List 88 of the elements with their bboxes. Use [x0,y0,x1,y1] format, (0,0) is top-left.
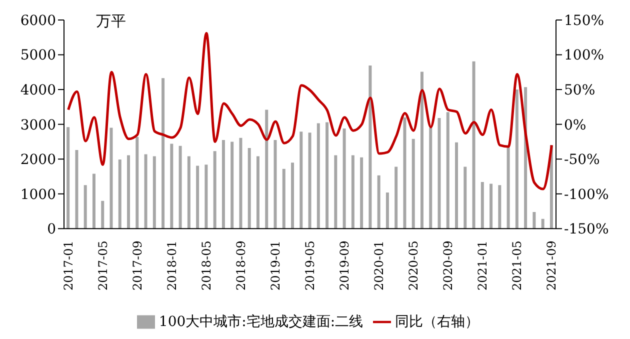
bar [438,118,441,229]
bar [420,72,424,229]
bar [204,164,208,229]
bar [464,166,467,229]
y-tick-label: 3000 [20,117,56,134]
y-tick-label: 4000 [20,82,56,99]
y2-tick-label: -100% [564,186,609,203]
bar [316,123,320,229]
bar [282,168,286,229]
bar [351,155,354,229]
bar [92,174,96,229]
bar [136,136,139,229]
bar [222,140,225,229]
bar [455,142,458,229]
bar [118,159,122,229]
bar [144,154,148,229]
bar [342,128,346,229]
bar [377,175,380,229]
annotation: 万平 [96,12,126,31]
bar [127,155,130,229]
bar [429,128,432,229]
y2-tick-label: 0% [564,117,586,134]
x-tick-label: 2017-05 [96,240,110,291]
x-tick-label: 2019-05 [303,240,317,291]
bar [110,128,113,229]
bar [239,138,242,229]
y-tick-label: 6000 [20,12,56,29]
bar [515,90,518,229]
y-tick-label: 5000 [20,48,56,64]
y2-tick-label: 100% [564,48,604,64]
x-tick-label: 2021-05 [510,240,524,291]
x-tick-label: 2018-05 [199,240,214,291]
x-tick-label: 2017-01 [61,240,76,291]
bar [196,166,200,229]
legend-label: 100大中城市:宅地成交建面:二线 [158,314,364,330]
bar [178,146,182,229]
bar [368,66,372,229]
bar [75,150,78,229]
y-tick-label: 1000 [20,186,56,203]
bar [326,122,329,229]
bar [300,132,303,229]
legend-label: 同比（右轴） [395,314,480,330]
bar [213,151,216,229]
y2-tick-label: -150% [564,222,609,238]
bar [386,192,389,229]
bar [162,78,165,229]
line-series [67,32,553,190]
bar [66,127,70,229]
y-tick-label: 2000 [20,152,56,168]
bar [472,61,476,229]
bar [532,212,536,229]
x-tick-label: 2019-01 [268,240,282,291]
bar [490,184,493,229]
bar [265,110,268,229]
bar [541,218,544,229]
bar [446,112,450,229]
y2-tick-label: -50% [564,152,600,168]
x-tick-label: 2018-01 [164,240,179,291]
x-tick-label: 2020-01 [372,240,386,291]
bar [394,166,398,229]
y2-tick-label: 50% [564,82,596,99]
bar [412,138,415,229]
y2-tick-label: 150% [564,12,604,29]
bar [170,144,174,229]
x-tick-label: 2020-05 [406,240,421,291]
bar [403,117,406,229]
x-tick-label: 2020-09 [441,240,456,291]
x-tick-label: 2021-09 [544,240,559,291]
bar [230,142,234,229]
y-tick-label: 0 [47,222,56,238]
bar [84,185,87,229]
bar [334,155,338,229]
bar [308,132,312,229]
bar [360,157,364,229]
bar [152,156,156,229]
bar [101,200,104,229]
bar [498,185,502,229]
bar [480,182,484,229]
bar [274,140,277,229]
bar [256,156,260,229]
x-tick-label: 2017-09 [130,240,144,291]
bar [291,162,294,229]
x-tick-label: 2019-09 [338,240,352,291]
x-tick-label: 2021-01 [476,240,490,291]
bar [187,156,190,229]
bar [248,148,251,229]
x-tick-label: 2018-09 [234,240,248,291]
bar [506,148,510,229]
